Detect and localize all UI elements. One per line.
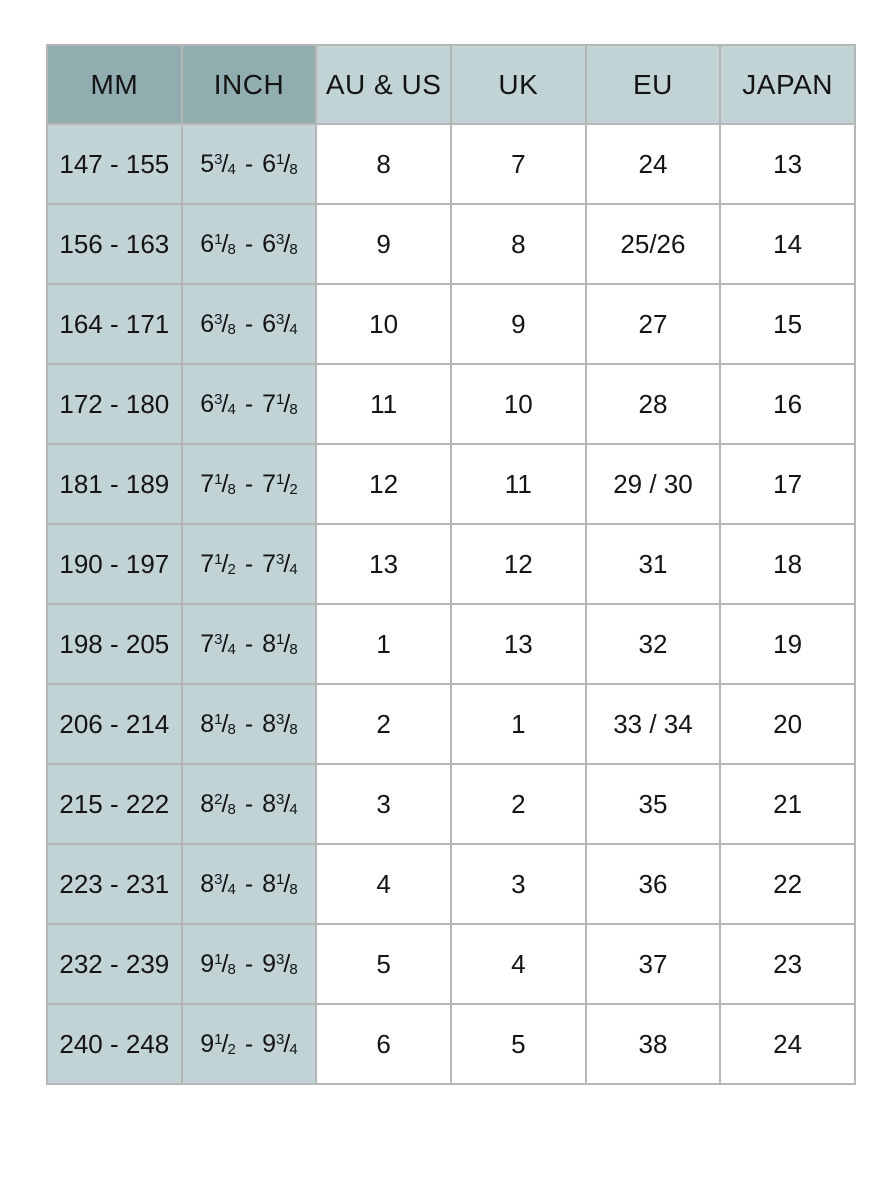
cell-japan: 19 — [719, 603, 856, 685]
column-header-eu: EU — [584, 44, 722, 125]
cell-japan: 21 — [719, 763, 856, 845]
column-header-inch: INCH — [180, 44, 318, 125]
table-row: 223 - 231 83/4-81/8 4 3 36 22 — [46, 843, 856, 925]
cell-uk: 10 — [449, 363, 587, 445]
cell-mm: 206 - 214 — [46, 683, 183, 765]
cell-inch: 81/8-83/8 — [180, 683, 318, 765]
cell-uk: 7 — [449, 123, 587, 205]
cell-inch: 73/4-81/8 — [180, 603, 318, 685]
cell-eu: 32 — [584, 603, 722, 685]
table-body: 147 - 155 53/4-61/8 8 7 24 13 156 - 163 … — [46, 123, 856, 1085]
cell-au-us: 11 — [315, 363, 452, 445]
size-conversion-table: MM INCH AU & US UK EU JAPAN 147 - 155 53… — [46, 44, 856, 1085]
cell-japan: 20 — [719, 683, 856, 765]
cell-uk: 12 — [449, 523, 587, 605]
cell-au-us: 1 — [315, 603, 452, 685]
cell-eu: 37 — [584, 923, 722, 1005]
cell-mm: 240 - 248 — [46, 1003, 183, 1085]
cell-eu: 24 — [584, 123, 722, 205]
cell-inch: 82/8-83/4 — [180, 763, 318, 845]
cell-mm: 215 - 222 — [46, 763, 183, 845]
cell-mm: 164 - 171 — [46, 283, 183, 365]
cell-mm: 181 - 189 — [46, 443, 183, 525]
column-header-uk: UK — [449, 44, 587, 125]
cell-eu: 35 — [584, 763, 722, 845]
cell-au-us: 5 — [315, 923, 452, 1005]
cell-uk: 4 — [449, 923, 587, 1005]
table-row: 198 - 205 73/4-81/8 1 13 32 19 — [46, 603, 856, 685]
cell-inch: 63/4-71/8 — [180, 363, 318, 445]
cell-japan: 23 — [719, 923, 856, 1005]
table-row: 181 - 189 71/8-71/2 12 11 29 / 30 17 — [46, 443, 856, 525]
cell-mm: 190 - 197 — [46, 523, 183, 605]
cell-eu: 33 / 34 — [584, 683, 722, 765]
cell-au-us: 3 — [315, 763, 452, 845]
cell-eu: 38 — [584, 1003, 722, 1085]
cell-inch: 71/2-73/4 — [180, 523, 318, 605]
cell-mm: 198 - 205 — [46, 603, 183, 685]
table-row: 156 - 163 61/8-63/8 9 8 25/26 14 — [46, 203, 856, 285]
table-row: 240 - 248 91/2-93/4 6 5 38 24 — [46, 1003, 856, 1085]
cell-mm: 172 - 180 — [46, 363, 183, 445]
cell-japan: 17 — [719, 443, 856, 525]
table-row: 232 - 239 91/8-93/8 5 4 37 23 — [46, 923, 856, 1005]
cell-eu: 25/26 — [584, 203, 722, 285]
cell-mm: 223 - 231 — [46, 843, 183, 925]
cell-inch: 63/8-63/4 — [180, 283, 318, 365]
table-row: 190 - 197 71/2-73/4 13 12 31 18 — [46, 523, 856, 605]
cell-eu: 29 / 30 — [584, 443, 722, 525]
cell-au-us: 9 — [315, 203, 452, 285]
table-row: 164 - 171 63/8-63/4 10 9 27 15 — [46, 283, 856, 365]
cell-inch: 83/4-81/8 — [180, 843, 318, 925]
cell-inch: 91/8-93/8 — [180, 923, 318, 1005]
cell-uk: 1 — [449, 683, 587, 765]
cell-au-us: 10 — [315, 283, 452, 365]
cell-mm: 232 - 239 — [46, 923, 183, 1005]
table-row: 172 - 180 63/4-71/8 11 10 28 16 — [46, 363, 856, 445]
column-header-mm: MM — [46, 44, 183, 125]
cell-inch: 91/2-93/4 — [180, 1003, 318, 1085]
column-header-japan: JAPAN — [719, 44, 856, 125]
cell-japan: 13 — [719, 123, 856, 205]
cell-eu: 31 — [584, 523, 722, 605]
cell-au-us: 13 — [315, 523, 452, 605]
cell-au-us: 8 — [315, 123, 452, 205]
cell-mm: 156 - 163 — [46, 203, 183, 285]
table-row: 147 - 155 53/4-61/8 8 7 24 13 — [46, 123, 856, 205]
cell-au-us: 4 — [315, 843, 452, 925]
table-row: 206 - 214 81/8-83/8 2 1 33 / 34 20 — [46, 683, 856, 765]
cell-uk: 13 — [449, 603, 587, 685]
cell-inch: 61/8-63/8 — [180, 203, 318, 285]
cell-uk: 8 — [449, 203, 587, 285]
table-header-row: MM INCH AU & US UK EU JAPAN — [46, 44, 856, 125]
cell-au-us: 6 — [315, 1003, 452, 1085]
column-header-au-us: AU & US — [315, 44, 452, 125]
table-header: MM INCH AU & US UK EU JAPAN — [46, 44, 856, 125]
cell-japan: 24 — [719, 1003, 856, 1085]
cell-uk: 9 — [449, 283, 587, 365]
cell-au-us: 2 — [315, 683, 452, 765]
cell-inch: 53/4-61/8 — [180, 123, 318, 205]
cell-uk: 5 — [449, 1003, 587, 1085]
cell-eu: 28 — [584, 363, 722, 445]
cell-japan: 22 — [719, 843, 856, 925]
cell-japan: 15 — [719, 283, 856, 365]
cell-inch: 71/8-71/2 — [180, 443, 318, 525]
cell-uk: 3 — [449, 843, 587, 925]
cell-mm: 147 - 155 — [46, 123, 183, 205]
cell-uk: 11 — [449, 443, 587, 525]
cell-uk: 2 — [449, 763, 587, 845]
cell-au-us: 12 — [315, 443, 452, 525]
cell-japan: 14 — [719, 203, 856, 285]
table-row: 215 - 222 82/8-83/4 3 2 35 21 — [46, 763, 856, 845]
cell-eu: 27 — [584, 283, 722, 365]
cell-japan: 16 — [719, 363, 856, 445]
cell-japan: 18 — [719, 523, 856, 605]
cell-eu: 36 — [584, 843, 722, 925]
